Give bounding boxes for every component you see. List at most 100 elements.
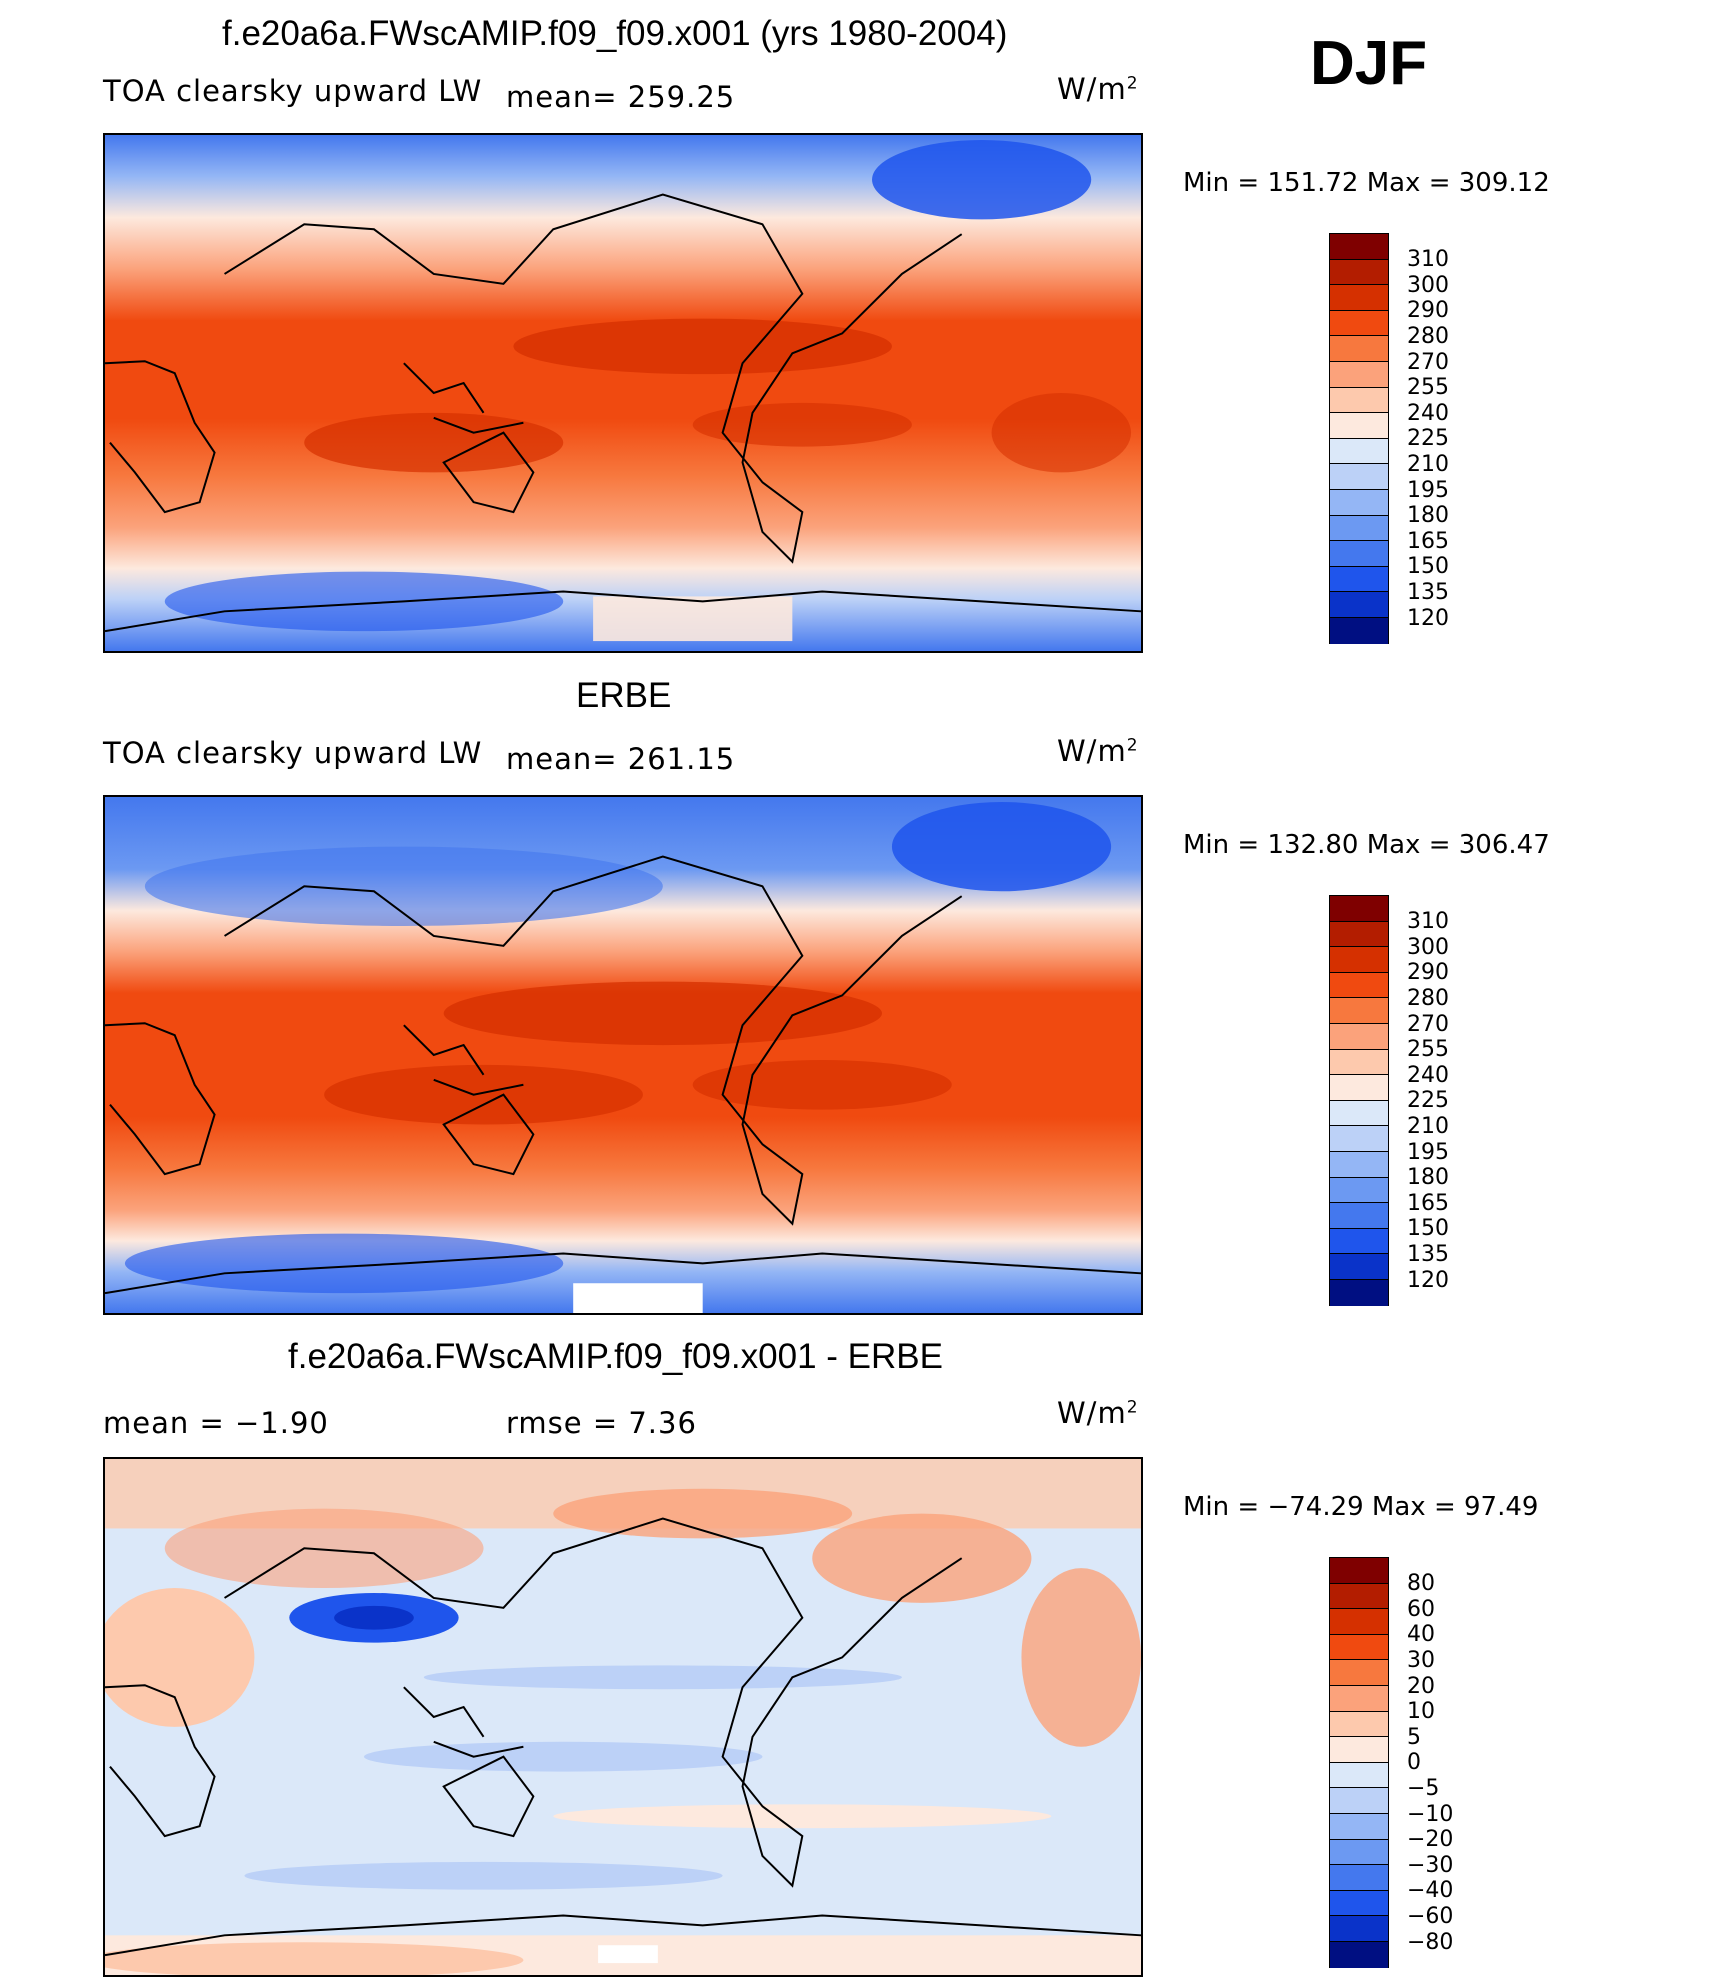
panel2-cbar-label: 270: [1407, 1012, 1449, 1037]
panel2-cbar-label: 135: [1407, 1242, 1449, 1267]
panel2-cbar-label: 255: [1407, 1037, 1449, 1062]
panel3-cbar-label: 20: [1407, 1674, 1435, 1699]
panel1-cbar-swatch: [1330, 387, 1388, 414]
panel1-cbar-label: 310: [1407, 247, 1449, 272]
panel3-cbar-swatch: [1330, 1583, 1388, 1610]
panel3-cbar-swatch: [1330, 1762, 1388, 1789]
panel1-cbar-label: 255: [1407, 375, 1449, 400]
panel3-map: [103, 1457, 1143, 1977]
panel3-cbar-swatch: [1330, 1941, 1388, 1968]
panel2-cbar-label: 120: [1407, 1268, 1449, 1293]
panel1-cbar-swatch: [1330, 515, 1388, 542]
panel1-cbar-swatch: [1330, 541, 1388, 567]
panel2-colorbar: [1329, 895, 1389, 1306]
panel1-cbar-label: 300: [1407, 273, 1449, 298]
panel2-cbar-label: 240: [1407, 1063, 1449, 1088]
panel2-units-label: W/m2: [1057, 734, 1139, 768]
panel1-cbar-label: 280: [1407, 324, 1449, 349]
panel1-coastlines: [105, 193, 1141, 633]
panel2-cbar-label: 310: [1407, 909, 1449, 934]
panel1-cbar-label: 240: [1407, 401, 1449, 426]
panel2-cbar-label: 300: [1407, 935, 1449, 960]
panel2-title: ERBE: [576, 676, 672, 715]
panel1-cbar-swatch: [1330, 361, 1388, 388]
panel1-cbar-swatch: [1330, 285, 1388, 311]
panel1-minmax: Min = 151.72 Max = 309.12: [1183, 168, 1550, 198]
panel3-cbar-label: −20: [1407, 1827, 1454, 1852]
panel2-cbar-swatch: [1330, 1023, 1388, 1050]
panel3-cbar-swatch: [1330, 1609, 1388, 1635]
panel1-cbar-swatch: [1330, 464, 1388, 490]
panel1-cbar-label: 290: [1407, 298, 1449, 323]
panel3-minmax: Min = −74.29 Max = 97.49: [1183, 1492, 1539, 1522]
panel2-cbar-swatch: [1330, 1049, 1388, 1076]
panel2-minmax: Min = 132.80 Max = 306.47: [1183, 830, 1550, 860]
panel1-cbar-label: 270: [1407, 350, 1449, 375]
panel2-mean-label: mean= 261.15: [506, 742, 736, 776]
panel1-cbar-swatch: [1330, 413, 1388, 439]
panel3-cbar-label: 5: [1407, 1725, 1421, 1750]
panel2-coastlines: [105, 855, 1141, 1295]
panel1-cbar-label: 150: [1407, 554, 1449, 579]
panel2-cbar-swatch: [1330, 972, 1388, 999]
panel1-cbar-swatch: [1330, 336, 1388, 362]
panel2-cbar-swatch: [1330, 921, 1388, 948]
panel2-variable-label: TOA clearsky upward LW: [103, 736, 483, 770]
panel2-cbar-swatch: [1330, 998, 1388, 1024]
panel1-title: f.e20a6a.FWscAMIP.f09_f09.x001 (yrs 1980…: [222, 14, 1008, 53]
panel2-cbar-label: 290: [1407, 960, 1449, 985]
panel2-cbar-label: 180: [1407, 1165, 1449, 1190]
panel1-cbar-label: 180: [1407, 503, 1449, 528]
panel2-cbar-swatch: [1330, 1203, 1388, 1229]
panel3-cbar-swatch: [1330, 1813, 1388, 1840]
panel1-cbar-label: 120: [1407, 606, 1449, 631]
panel3-cbar-label: −80: [1407, 1930, 1454, 1955]
panel3-cbar-label: 40: [1407, 1622, 1435, 1647]
season-label: DJF: [1310, 29, 1428, 98]
panel3-map-svg: [105, 1459, 1141, 1975]
panel2-cbar-swatch: [1330, 1228, 1388, 1255]
panel2-cbar-swatch: [1330, 1254, 1388, 1280]
panel1-cbar-swatch: [1330, 592, 1388, 618]
panel3-cbar-label: 80: [1407, 1571, 1435, 1596]
panel2-cbar-swatch: [1330, 947, 1388, 973]
panel3-cbar-label: 0: [1407, 1750, 1421, 1775]
panel1-cbar-swatch: [1330, 310, 1388, 337]
panel3-cbar-label: −40: [1407, 1878, 1454, 1903]
panel1-cbar-label: 195: [1407, 478, 1449, 503]
panel2-cbar-swatch: [1330, 1126, 1388, 1152]
panel2-cbar-label: 150: [1407, 1216, 1449, 1241]
panel3-mean-label: mean = −1.90: [103, 1406, 329, 1440]
panel3-cbar-label: 30: [1407, 1648, 1435, 1673]
panel1-cbar-swatch: [1330, 234, 1388, 260]
panel3-cbar-swatch: [1330, 1788, 1388, 1814]
panel1-variable-label: TOA clearsky upward LW: [103, 74, 483, 108]
panel3-cbar-label: −5: [1407, 1776, 1440, 1801]
panel3-cbar-swatch: [1330, 1890, 1388, 1917]
panel1-cbar-swatch: [1330, 259, 1388, 286]
panel3-cbar-label: −60: [1407, 1904, 1454, 1929]
panel1-cbar-swatch: [1330, 566, 1388, 593]
panel2-cbar-swatch: [1330, 1151, 1388, 1178]
panel3-cbar-label: 10: [1407, 1699, 1435, 1724]
panel3-colorbar: [1329, 1557, 1389, 1968]
panel2-cbar-swatch: [1330, 1075, 1388, 1101]
panel3-cbar-swatch: [1330, 1916, 1388, 1942]
panel2-cbar-label: 165: [1407, 1191, 1449, 1216]
panel3-cbar-swatch: [1330, 1634, 1388, 1661]
panel2-map: [103, 795, 1143, 1315]
panel3-cbar-swatch: [1330, 1865, 1388, 1891]
panel3-cbar-label: −30: [1407, 1853, 1454, 1878]
panel3-cbar-swatch: [1330, 1839, 1388, 1866]
panel2-cbar-swatch: [1330, 1279, 1388, 1306]
panel3-cbar-label: −10: [1407, 1802, 1454, 1827]
panel1-cbar-label: 225: [1407, 426, 1449, 451]
panel3-cbar-swatch: [1330, 1711, 1388, 1738]
panel1-mean-label: mean= 259.25: [506, 80, 736, 114]
panel3-rmse-label: rmse = 7.36: [506, 1406, 697, 1440]
panel3-cbar-label: 60: [1407, 1597, 1435, 1622]
panel1-map-svg: [105, 135, 1141, 651]
panel1-cbar-swatch: [1330, 438, 1388, 465]
panel2-cbar-label: 225: [1407, 1088, 1449, 1113]
